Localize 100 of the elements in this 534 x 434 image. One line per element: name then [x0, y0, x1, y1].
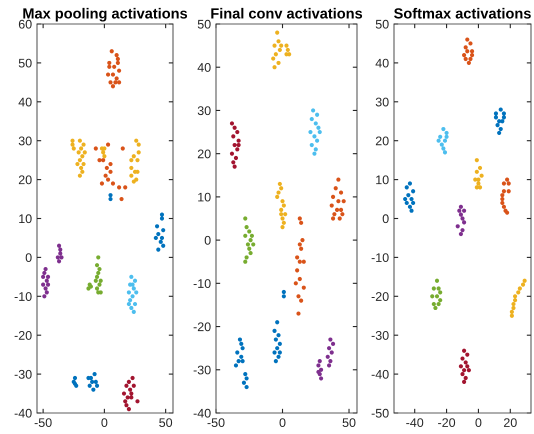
point — [279, 212, 284, 216]
point — [272, 44, 277, 48]
point — [134, 178, 138, 182]
y-tick-label: 0 — [204, 236, 211, 245]
point — [88, 384, 92, 388]
point — [248, 238, 253, 242]
point — [128, 388, 132, 392]
point — [500, 193, 504, 198]
point — [462, 208, 466, 213]
point — [46, 282, 50, 287]
point — [243, 260, 248, 264]
point — [123, 185, 128, 190]
point — [104, 174, 108, 178]
point — [247, 229, 252, 234]
point — [271, 56, 276, 61]
point — [498, 126, 503, 132]
chart-title: Final conv activations — [211, 8, 362, 19]
point — [497, 130, 502, 136]
point — [92, 372, 97, 376]
point — [41, 274, 46, 279]
y-tick-label: -50 — [372, 408, 389, 418]
point — [234, 156, 238, 160]
point — [430, 294, 434, 298]
point — [108, 162, 113, 166]
point — [460, 356, 465, 361]
point — [316, 370, 321, 374]
point — [154, 236, 158, 240]
y-tick-label: 50 — [198, 20, 211, 29]
point — [102, 154, 106, 158]
point — [464, 56, 468, 62]
point — [506, 181, 511, 186]
point — [110, 72, 116, 77]
point — [502, 204, 506, 209]
point — [502, 111, 506, 116]
point — [330, 216, 336, 221]
point — [130, 376, 135, 380]
point — [299, 220, 304, 225]
point — [465, 352, 470, 357]
point — [96, 255, 100, 260]
y-tick-label: 40 — [198, 63, 211, 72]
point — [460, 216, 465, 221]
point — [505, 178, 510, 182]
point — [298, 216, 302, 221]
point — [409, 196, 414, 202]
point — [272, 65, 277, 70]
point — [132, 302, 138, 306]
y-tick-label: -10 — [194, 279, 211, 288]
point — [478, 185, 482, 190]
point — [316, 363, 321, 368]
point — [248, 250, 253, 256]
point — [132, 310, 136, 314]
point — [251, 242, 256, 247]
point — [44, 278, 49, 283]
point — [436, 138, 441, 143]
point — [129, 274, 134, 279]
point — [110, 84, 116, 88]
point — [244, 384, 249, 390]
point — [432, 286, 436, 291]
point — [135, 399, 140, 404]
point — [403, 196, 408, 202]
point — [58, 251, 62, 256]
point — [101, 158, 106, 162]
point — [110, 49, 114, 54]
point — [294, 281, 298, 286]
x-tick-label: -40 — [406, 418, 424, 428]
point — [79, 166, 84, 170]
point — [235, 350, 240, 355]
point — [41, 282, 46, 287]
point — [94, 146, 98, 151]
point — [338, 208, 344, 212]
point — [94, 274, 100, 279]
point — [236, 142, 241, 148]
point — [42, 294, 46, 298]
point — [286, 48, 290, 52]
point — [308, 130, 313, 134]
point — [56, 259, 62, 264]
point — [438, 134, 442, 139]
point — [94, 263, 100, 268]
point — [465, 49, 470, 54]
point — [495, 123, 500, 128]
point — [70, 142, 75, 147]
point — [442, 138, 448, 143]
point — [456, 224, 460, 228]
point — [232, 126, 237, 130]
point — [272, 350, 277, 355]
point — [154, 224, 160, 228]
point — [129, 174, 134, 178]
point — [128, 298, 132, 302]
point — [129, 395, 134, 400]
x-tick-label: 20 — [504, 418, 517, 428]
point — [240, 359, 245, 364]
point — [231, 134, 236, 138]
point — [502, 115, 506, 120]
point — [156, 232, 160, 236]
point — [298, 260, 302, 264]
point — [336, 199, 340, 204]
y-tick-label: 30 — [198, 106, 211, 116]
point — [240, 346, 245, 350]
y-tick-label: 10 — [198, 192, 211, 202]
point — [458, 212, 463, 217]
